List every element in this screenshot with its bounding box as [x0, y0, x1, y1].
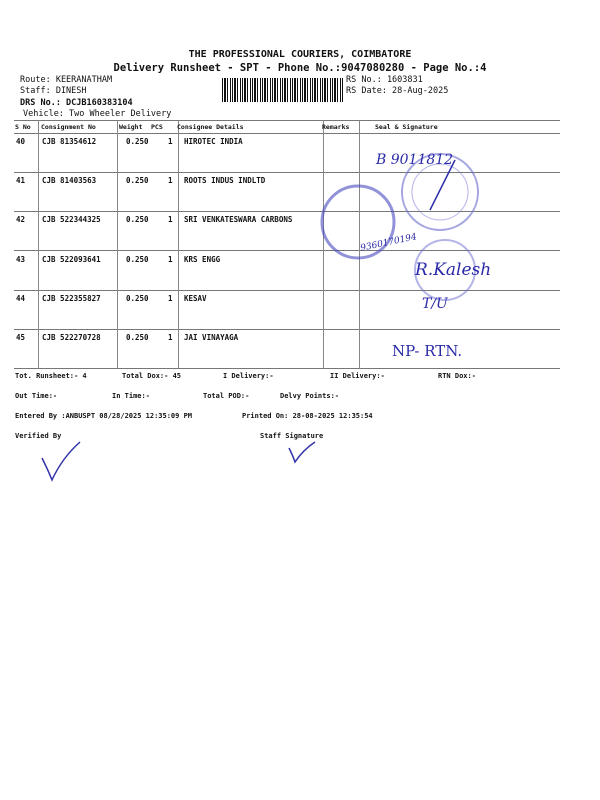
tot-runsheet: Tot. Runsheet:- 4 [15, 372, 87, 380]
company-title: THE PROFESSIONAL COURIERS, COIMBATORE [188, 49, 412, 60]
row-sno: 43 [16, 254, 26, 264]
stamps-and-signatures [320, 153, 479, 301]
row-consignment-no: CJB 81354612 [42, 137, 97, 146]
row-consignment-no: CJB 522344325 [42, 215, 101, 225]
ii-delivery: II Delivery:- [330, 372, 385, 380]
signature-1: B 9011812 [376, 152, 454, 168]
runsheet-subtitle: Delivery Runsheet - SPT - Phone No.:9047… [113, 62, 487, 74]
staff-tick-mark [288, 441, 316, 464]
row-weight: 0.250 [126, 254, 149, 264]
col-pcs: PCS [151, 123, 163, 131]
col-sno: S No [15, 123, 31, 131]
row-weight: 0.250 [126, 176, 149, 186]
col-weight: Weight [119, 123, 143, 131]
col-consignment: Consignment No [41, 123, 96, 131]
row-consignment-no: CJB 522270728 [42, 333, 101, 342]
row-pcs: 1 [168, 333, 173, 342]
row-pcs: 1 [168, 176, 173, 186]
row-consignee: SRI VENKATESWARA CARBONS [184, 215, 293, 225]
row-consignee: KESAV [184, 293, 207, 303]
row-consignment-no: CJB 81403563 [42, 176, 97, 186]
rs-number: RS No.: 1603831 [346, 75, 423, 85]
row-weight: 0.250 [126, 215, 149, 225]
barcode [222, 78, 344, 102]
row-consignment-no: CJB 522355827 [42, 293, 101, 303]
row-sno: 42 [16, 215, 26, 225]
row-weight: 0.250 [126, 293, 149, 303]
delvy-points: Delvy Points:- [280, 392, 340, 400]
row-consignee: HIROTEC INDIA [184, 137, 243, 146]
col-remarks: Remarks [322, 123, 350, 131]
row-consignment-no: CJB 522093641 [42, 254, 101, 264]
row-consignee: ROOTS INDUS INDLTD [184, 176, 266, 186]
row-sno: 40 [16, 137, 26, 146]
total-pod: Total POD:- [203, 392, 250, 400]
row-pcs: 1 [168, 293, 173, 303]
rtn-dox: RTN Dox:- [438, 372, 476, 380]
row-weight: 0.250 [126, 137, 149, 146]
rs-date: RS Date: 28-Aug-2025 [346, 86, 449, 96]
total-dox: Total Dox:- 45 [122, 372, 182, 380]
entered-by: Entered By :ANBUSPT 08/28/2025 12:35:09 … [15, 412, 193, 420]
out-time: Out Time:- [15, 392, 58, 400]
row-sno: 45 [16, 333, 26, 342]
row-consignee: KRS ENGG [184, 254, 221, 264]
printed-on: Printed On: 28-08-2025 12:35:54 [242, 412, 373, 420]
verified-tick-mark [41, 441, 81, 482]
staff-signature: Staff Signature [260, 432, 324, 440]
i-delivery: I Delivery:- [223, 372, 274, 380]
col-consignee: Consignee Details [177, 123, 244, 131]
row-sno: 41 [16, 176, 26, 186]
drs-number: DRS No.: DCJB160383104 [20, 98, 133, 108]
vehicle: Vehicle: Two Wheeler Delivery [23, 109, 172, 119]
handwritten-tu: T/U [422, 296, 448, 312]
verified-by: Verified By [15, 432, 62, 440]
staff: Staff: DINESH [20, 86, 87, 96]
route: Route: KEERANATHAM [20, 75, 113, 85]
signature-2: R.Kalesh [415, 260, 492, 280]
col-seal: Seal & Signature [375, 123, 438, 131]
row-pcs: 1 [168, 137, 173, 146]
in-time: In Time:- [112, 392, 150, 400]
row-pcs: 1 [168, 254, 173, 264]
row-consignee: JAI VINAYAGA [184, 333, 239, 342]
row-sno: 44 [16, 293, 26, 303]
handwritten-np-rtn: NP- RTN. [392, 342, 463, 360]
row-pcs: 1 [168, 215, 173, 225]
row-weight: 0.250 [126, 333, 149, 342]
